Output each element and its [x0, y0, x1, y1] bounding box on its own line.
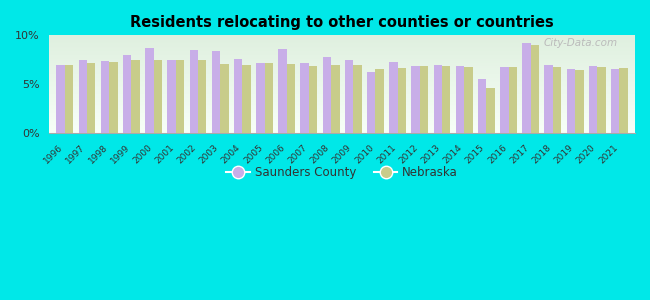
Bar	[523, 43, 531, 133]
Bar	[376, 70, 384, 133]
Bar	[531, 45, 539, 133]
Bar	[331, 64, 339, 133]
Bar	[176, 60, 184, 133]
Bar	[242, 64, 251, 133]
Bar	[65, 64, 73, 133]
Bar	[234, 59, 242, 133]
Bar	[389, 62, 398, 133]
Bar	[309, 66, 317, 133]
Bar	[589, 66, 597, 133]
Bar	[545, 64, 553, 133]
Bar	[278, 49, 287, 133]
Bar	[300, 63, 309, 133]
Bar	[575, 70, 584, 133]
Bar	[464, 67, 473, 133]
Bar	[198, 60, 207, 133]
Bar	[256, 63, 265, 133]
Bar	[500, 67, 508, 133]
Legend: Saunders County, Nebraska: Saunders County, Nebraska	[222, 161, 463, 184]
Bar	[265, 63, 273, 133]
Bar	[153, 60, 162, 133]
Bar	[367, 72, 376, 133]
Bar	[220, 64, 229, 133]
Bar	[79, 60, 87, 133]
Bar	[353, 64, 361, 133]
Bar	[478, 79, 486, 133]
Bar	[398, 68, 406, 133]
Bar	[101, 61, 109, 133]
Bar	[212, 51, 220, 133]
Bar	[123, 55, 131, 133]
Bar	[611, 68, 619, 133]
Bar	[508, 67, 517, 133]
Bar	[190, 50, 198, 133]
Bar	[287, 64, 295, 133]
Bar	[434, 64, 442, 133]
Bar	[411, 66, 420, 133]
Bar	[442, 66, 450, 133]
Bar	[145, 48, 153, 133]
Bar	[345, 60, 353, 133]
Bar	[597, 67, 606, 133]
Bar	[131, 60, 140, 133]
Bar	[167, 60, 176, 133]
Bar	[567, 70, 575, 133]
Bar	[57, 64, 65, 133]
Bar	[109, 62, 118, 133]
Title: Residents relocating to other counties or countries: Residents relocating to other counties o…	[130, 15, 554, 30]
Text: City-Data.com: City-Data.com	[543, 38, 618, 48]
Bar	[456, 66, 464, 133]
Bar	[322, 57, 331, 133]
Bar	[87, 63, 96, 133]
Bar	[553, 67, 562, 133]
Bar	[619, 68, 628, 133]
Bar	[420, 66, 428, 133]
Bar	[486, 88, 495, 133]
